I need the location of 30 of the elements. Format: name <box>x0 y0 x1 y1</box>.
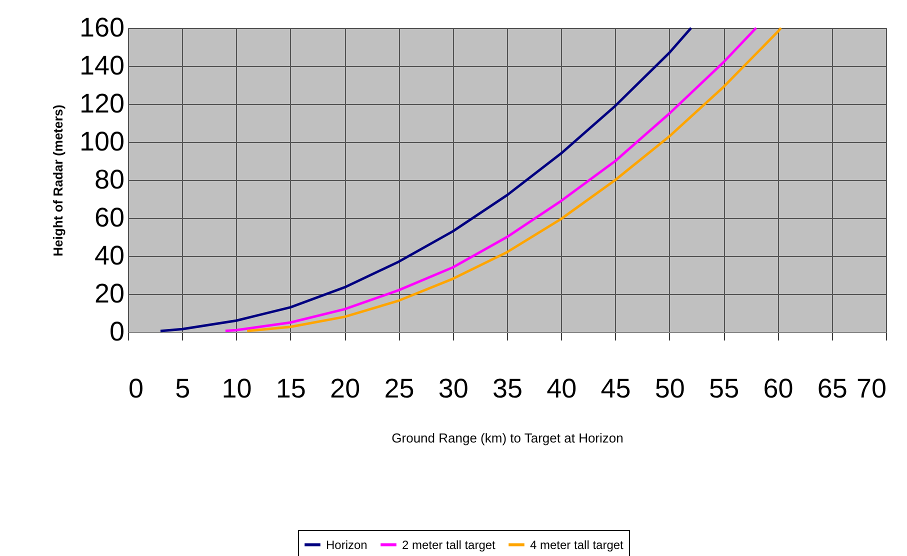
x-tick-label: 70 <box>856 374 886 404</box>
x-tick-label: 30 <box>438 374 468 404</box>
y-tick-label: 160 <box>79 12 124 42</box>
y-tick-label: 100 <box>79 126 124 156</box>
x-tick-label: 55 <box>709 374 740 404</box>
x-tick-label: 60 <box>763 374 794 404</box>
y-axis-title: Height of Radar (meters) <box>50 104 66 256</box>
y-tick-label: 20 <box>94 278 124 308</box>
x-tick-label: 5 <box>175 374 190 404</box>
x-tick-label: 0 <box>128 374 144 404</box>
x-tick-label: 15 <box>276 374 306 404</box>
line-series <box>159 26 692 332</box>
x-tick-label: 45 <box>600 374 631 404</box>
x-tick-label: 10 <box>222 374 252 404</box>
x-tick-label: 35 <box>492 374 523 404</box>
y-tick-label: 120 <box>79 88 124 118</box>
y-tick-label: 60 <box>94 202 124 232</box>
y-tick-label: 40 <box>94 240 124 270</box>
y-tick-label: 80 <box>94 164 124 194</box>
x-tick-label: 65 <box>817 374 848 404</box>
x-tick-label: 25 <box>384 374 414 404</box>
y-tick-label: 0 <box>109 316 124 346</box>
y-tick-label: 140 <box>79 50 124 80</box>
legend-label: 2 meter tall target <box>402 538 496 552</box>
x-tick-label: 50 <box>654 374 685 404</box>
x-axis-title: Ground Range (km) to Target at Horizon <box>392 430 624 446</box>
legend-label: Horizon <box>326 538 368 552</box>
x-tick-label: 40 <box>546 374 577 404</box>
legend-label: 4 meter tall target <box>530 538 624 552</box>
x-tick-label: 20 <box>330 374 360 404</box>
